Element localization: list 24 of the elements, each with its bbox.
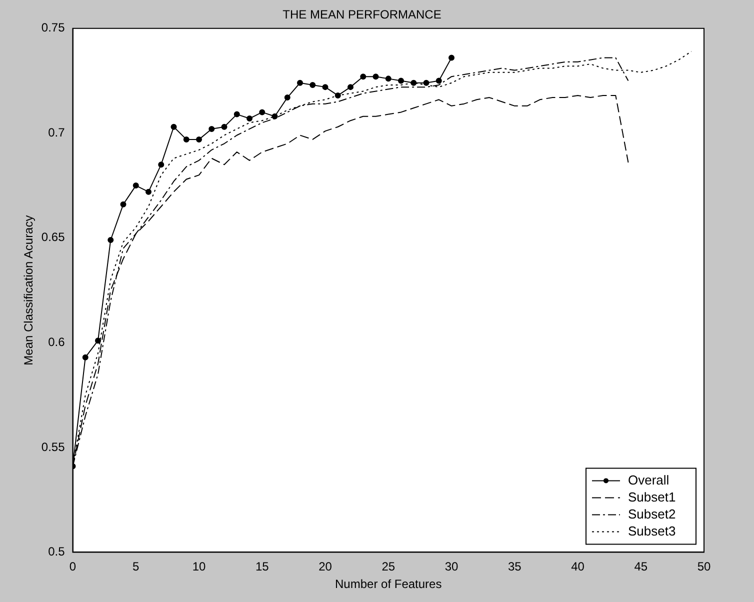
chart-title: THE MEAN PERFORMANCE <box>282 8 442 22</box>
y-tick-label: 0.6 <box>48 334 66 349</box>
y-tick-label: 0.55 <box>41 440 66 454</box>
x-tick-label: 10 <box>192 560 206 574</box>
x-tick-label: 15 <box>255 560 270 574</box>
x-tick-label: 20 <box>318 560 332 574</box>
y-tick-label: 0.7 <box>48 125 66 140</box>
x-tick-label: 40 <box>571 560 585 574</box>
x-tick-label: 5 <box>132 560 140 574</box>
x-tick-label: 25 <box>382 560 396 574</box>
x-tick-label: 30 <box>444 560 458 574</box>
x-axis-title: Number of Features <box>335 577 442 592</box>
y-tick-label: 0.5 <box>48 544 66 559</box>
legend-label: Subset3 <box>628 523 676 538</box>
x-tick-label: 0 <box>69 560 76 574</box>
y-tick-label: 0.65 <box>41 230 66 244</box>
x-tick-label: 45 <box>634 560 648 574</box>
y-tick-label: 0.75 <box>41 20 66 35</box>
legend-label: Subset1 <box>628 489 676 504</box>
y-axis-title: Mean Classification Acuracy <box>22 215 36 366</box>
x-tick-label: 50 <box>697 560 711 574</box>
legend-label: Subset2 <box>628 506 676 522</box>
legend-label: Overall <box>628 472 670 488</box>
x-tick-label: 35 <box>508 560 522 574</box>
